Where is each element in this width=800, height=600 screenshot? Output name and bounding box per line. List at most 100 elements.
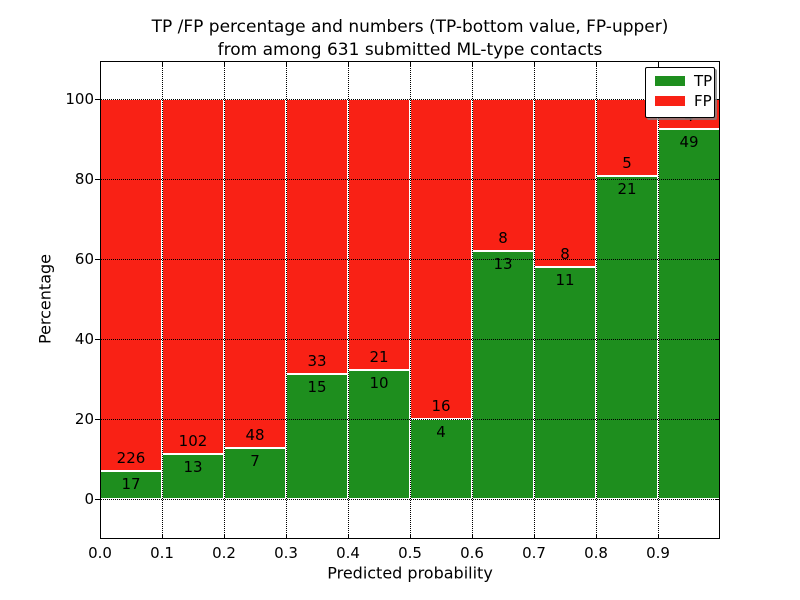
x-axis-label: Predicted probability [327, 563, 493, 583]
y-tickmark-left [95, 259, 100, 260]
bar-tp-segment [472, 251, 534, 499]
x-tickmark-bottom [534, 534, 535, 539]
y-tickmark-right [715, 419, 720, 420]
bar-fp-segment [534, 99, 596, 268]
legend-item: TP [646, 71, 714, 91]
x-tickmark-bottom [596, 534, 597, 539]
y-tickmark-right [715, 339, 720, 340]
bar-fp-segment [224, 99, 286, 449]
tp-count-label: 13 [183, 457, 203, 476]
gridline-vertical [347, 61, 349, 539]
bar-tp-segment [162, 453, 224, 499]
fp-count-label: 21 [369, 347, 389, 366]
y-tickmark-left [95, 419, 100, 420]
y-tick-label: 100 [65, 90, 94, 108]
x-tick-label: 0.7 [522, 544, 546, 562]
gridline-vertical [533, 61, 535, 539]
tp-count-label: 49 [679, 133, 699, 152]
legend-swatch-tp [655, 76, 685, 86]
legend-label: FP [694, 92, 712, 110]
bar-fp-segment [100, 99, 162, 471]
fp-count-label: 16 [431, 397, 451, 415]
x-tickmark-bottom [348, 534, 349, 539]
fp-count-label: 226 [116, 449, 146, 467]
x-tick-label: 0.3 [274, 544, 298, 562]
y-tickmark-left [95, 339, 100, 340]
legend-item: FP [646, 91, 714, 111]
chart-title-line1: TP /FP percentage and numbers (TP-bottom… [151, 17, 669, 37]
fp-count-label: 8 [560, 245, 570, 264]
bar-tp-segment [596, 175, 658, 499]
x-tickmark-bottom [472, 534, 473, 539]
fp-count-label: 102 [178, 431, 208, 450]
x-tickmark-top [410, 61, 411, 66]
x-tick-label: 0.5 [398, 544, 422, 562]
x-tickmark-bottom [100, 534, 101, 539]
gridline-vertical [285, 61, 287, 539]
x-tick-label: 0.6 [460, 544, 484, 562]
x-tickmark-bottom [658, 534, 659, 539]
gridline-vertical [471, 61, 473, 539]
x-tickmark-top [286, 61, 287, 66]
y-tick-label: 0 [84, 490, 94, 508]
fp-count-label: 33 [307, 352, 327, 370]
x-tick-label: 0.8 [584, 544, 608, 562]
x-tickmark-bottom [286, 534, 287, 539]
x-tick-label: 0.2 [212, 544, 236, 562]
gridline-vertical [161, 61, 163, 539]
x-tickmark-top [224, 61, 225, 66]
bar-fp-segment [348, 99, 410, 370]
x-tickmark-top [348, 61, 349, 66]
x-tickmark-bottom [162, 534, 163, 539]
x-tickmark-top [596, 61, 597, 66]
legend-swatch-fp [655, 96, 685, 106]
bar-fp-segment [472, 99, 534, 252]
legend: TP FP [645, 67, 715, 118]
gridline-vertical [657, 61, 659, 539]
x-tickmark-top [100, 61, 101, 66]
tp-count-label: 11 [555, 271, 575, 290]
y-tickmark-left [95, 179, 100, 180]
y-tickmark-right [715, 499, 720, 500]
gridline-vertical [409, 61, 411, 539]
y-tickmark-right [715, 259, 720, 260]
x-tickmark-bottom [224, 534, 225, 539]
y-tickmark-right [715, 99, 720, 100]
y-tick-label: 60 [74, 250, 94, 268]
tp-count-label: 15 [307, 378, 327, 396]
x-tickmark-top [534, 61, 535, 66]
bar-tp-segment [534, 267, 596, 499]
legend-label: TP [694, 72, 713, 90]
bar-tp-segment [410, 419, 472, 499]
bar-tp-segment [224, 448, 286, 499]
bar-fp-segment [162, 99, 224, 454]
tp-count-label: 17 [121, 475, 141, 493]
x-tickmark-top [162, 61, 163, 66]
y-tick-label: 20 [74, 410, 94, 428]
plot-area: 226171021348733152110164813811521449 [95, 61, 720, 539]
x-tickmark-bottom [410, 534, 411, 539]
bar-fp-segment [286, 99, 348, 374]
fp-count-label: 5 [622, 153, 632, 172]
chart-title-line2: from among 631 submitted ML-type contact… [217, 40, 603, 60]
x-tick-label: 0.4 [336, 544, 360, 562]
fp-count-label: 48 [245, 426, 265, 445]
y-tick-label: 40 [74, 330, 94, 348]
tp-count-label: 21 [617, 179, 637, 198]
y-tickmark-left [95, 499, 100, 500]
x-tick-label: 0.9 [646, 544, 670, 562]
bar-tp-segment [658, 129, 720, 499]
bar-tp-segment [348, 369, 410, 499]
fp-count-label: 8 [498, 229, 508, 248]
x-tick-label: 0.0 [88, 544, 112, 562]
x-tick-label: 0.1 [150, 544, 174, 562]
y-tickmark-left [95, 99, 100, 100]
gridline-vertical [223, 61, 225, 539]
gridline-vertical [595, 61, 597, 539]
y-tick-label: 80 [74, 170, 94, 188]
x-tickmark-top [658, 61, 659, 66]
tp-count-label: 4 [436, 423, 446, 441]
tp-count-label: 13 [493, 255, 513, 274]
y-tickmark-right [715, 179, 720, 180]
